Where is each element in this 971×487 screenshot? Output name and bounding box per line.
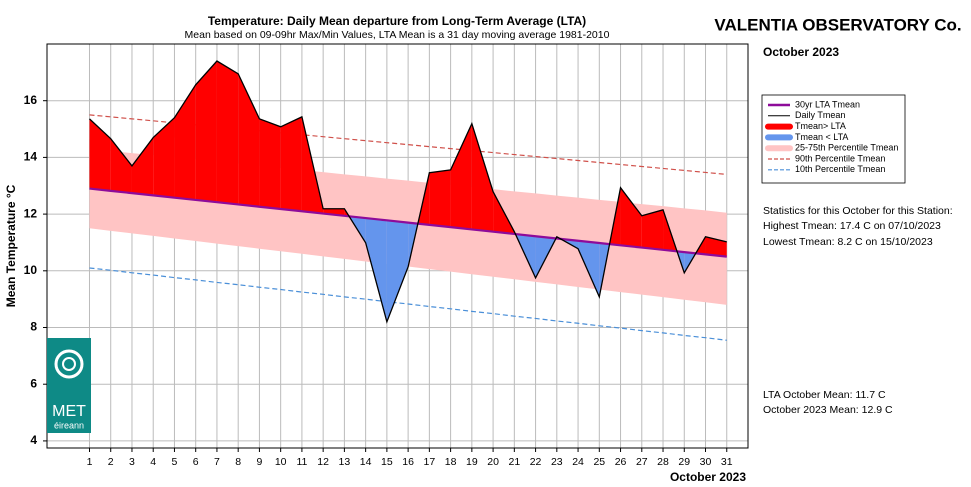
x-tick-label: 5 [172,456,178,468]
departure-fill [620,187,642,248]
x-axis-label: October 2023 [670,470,746,484]
x-tick-label: 3 [129,456,135,468]
y-tick-label: 4 [30,433,37,447]
y-tick-label: 6 [30,376,37,390]
series-line [89,267,727,341]
departure-fill [89,118,111,191]
logo-text: MET [52,403,86,420]
chart-subtitle: Mean based on 09-09hr Max/Min Values, LT… [185,29,610,41]
departure-fill [365,218,387,322]
legend-label: 10th Percentile Tmean [795,164,885,174]
x-tick-label: 13 [339,456,351,468]
x-tick-label: 10 [275,456,287,468]
stats-text: Lowest Tmean: 8.2 C on 15/10/2023 [763,236,933,248]
x-tick-label: 24 [572,456,584,468]
x-tick-label: 19 [466,456,478,468]
x-tick-label: 31 [721,456,733,468]
x-tick-label: 23 [551,456,563,468]
x-tick-label: 15 [381,456,393,468]
departure-fill [471,123,494,232]
chart-title: Temperature: Daily Mean departure from L… [208,14,586,28]
y-tick-label: 10 [24,263,38,277]
x-tick-label: 7 [214,456,220,468]
departure-fill [174,84,196,200]
departure-fill [641,209,664,250]
legend-label: 90th Percentile Tmean [795,153,885,163]
x-tick-label: 26 [615,456,627,468]
y-axis-label: Mean Temperature °C [4,184,18,307]
y-tick-label: 8 [30,320,37,334]
departure-fill [578,240,600,297]
y-tick-label: 16 [24,93,38,107]
departure-fill [195,61,217,203]
y-tick-label: 14 [24,150,38,164]
departure-fill [110,138,132,194]
x-tick-label: 30 [700,456,712,468]
logo: MET éireann [47,338,91,433]
x-tick-label: 8 [235,456,241,468]
departure-fill [131,137,154,196]
station-name: VALENTIA OBSERVATORY Co. [714,15,961,34]
x-tick-label: 2 [108,456,114,468]
x-tick-label: 28 [657,456,669,468]
plot-area: 1 2 3 4 5 6 7 8 9 10 11 12 13 14 15 16 17 18 19 20 21 22 23 24 2… [24,43,749,468]
x-tick-label: 21 [508,456,520,468]
logo-swirl [62,357,76,371]
legend-label: 30yr LTA Tmean [795,99,860,109]
departure-fill [705,236,727,257]
departure-fill [259,118,281,210]
x-tick-label: 27 [636,456,648,468]
stats-text: Statistics for this October for this Sta… [763,205,953,217]
legend-label: Tmean < LTA [795,132,848,142]
x-tick-label: 12 [317,456,329,468]
x-tick-label: 14 [360,456,372,468]
departure-fill [280,116,302,212]
x-tick-label: 1 [87,456,93,468]
x-tick-label: 11 [296,456,307,468]
x-tick-label: 18 [445,456,457,468]
x-tick-label: 22 [530,456,542,468]
departure-fill [429,169,451,228]
x-tick-label: 16 [402,456,414,468]
y-tick-label: 12 [24,206,38,220]
legend-label: Tmean> LTA [795,121,846,131]
stats-text: Highest Tmean: 17.4 C on 07/10/2023 [763,220,941,232]
x-tick-label: 29 [678,456,690,468]
mean-text: LTA October Mean: 11.7 C [763,389,886,401]
x-tick-label: 6 [193,456,199,468]
departure-fill [153,117,175,198]
series-line [89,60,727,324]
x-tick-label: 17 [424,456,436,468]
x-tick-label: 25 [593,456,605,468]
legend-label: Daily Tmean [795,110,845,120]
plot-frame [46,43,749,449]
departure-fill [386,220,409,322]
x-tick-label: 20 [487,456,499,468]
x-tick-label: 9 [257,456,263,468]
departure-fill [216,61,239,205]
logo-swirl [54,349,84,379]
logo-background [47,338,91,433]
departure-fill [450,123,472,230]
departure-fill [238,73,260,207]
logo-text: éireann [54,420,84,430]
series-line [89,187,727,258]
legend-label: 25-75th Percentile Tmean [795,143,898,153]
mean-text: October 2023 Mean: 12.9 C [763,404,893,416]
x-tick-label: 4 [150,456,156,468]
period: October 2023 [763,45,839,59]
